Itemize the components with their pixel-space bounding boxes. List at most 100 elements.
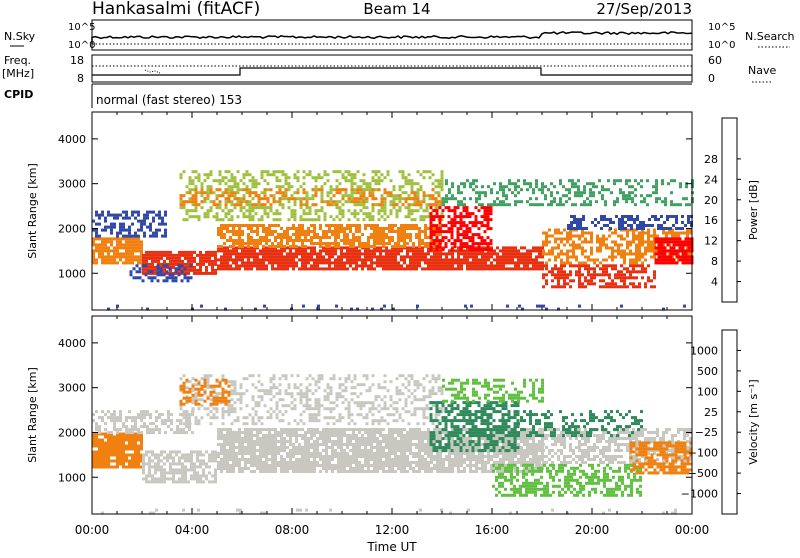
- velocity-cell: [143, 416, 146, 419]
- power-cell: [259, 264, 262, 267]
- power-cell: [658, 255, 661, 258]
- power-cell: [397, 239, 400, 242]
- power-cell: [415, 236, 418, 239]
- velocity-cell: [107, 445, 110, 448]
- velocity-cell: [280, 443, 283, 446]
- velocity-cell: [142, 462, 145, 465]
- power-cell: [337, 264, 340, 267]
- power-cell: [432, 188, 435, 191]
- power-cell: [393, 200, 396, 203]
- power-cell: [343, 246, 346, 249]
- power-cell: [319, 249, 322, 252]
- power-cell: [647, 238, 650, 241]
- power-cell: [110, 261, 113, 264]
- velocity-cell: [157, 459, 160, 462]
- velocity-cell: [247, 431, 250, 434]
- velocity-cell: [325, 428, 328, 431]
- power-cell: [98, 237, 101, 240]
- power-cell: [523, 267, 526, 270]
- power-cell: [583, 185, 586, 188]
- power-cell: [679, 185, 682, 188]
- power-cell: [351, 185, 354, 188]
- power-cell: [292, 261, 295, 264]
- power-cell: [394, 230, 397, 233]
- power-cell: [569, 273, 572, 276]
- power-cell: [270, 173, 273, 176]
- velocity-cell: [179, 422, 182, 425]
- power-cell: [274, 255, 277, 258]
- power-cell: [496, 252, 499, 255]
- power-cell: [252, 191, 255, 194]
- power-cell: [262, 227, 265, 230]
- power-cell: [211, 260, 214, 263]
- power-cell: [394, 264, 397, 267]
- velocity-cell: [310, 443, 313, 446]
- power-cell: [409, 255, 412, 258]
- power-cell: [128, 255, 131, 258]
- power-cell: [310, 246, 313, 249]
- velocity-cell: [247, 437, 250, 440]
- power-cell: [475, 233, 478, 236]
- power-cell: [216, 179, 219, 182]
- power-cell: [163, 264, 166, 267]
- velocity-cell: [292, 434, 295, 437]
- power-cell: [366, 215, 369, 218]
- power-cell: [412, 258, 415, 261]
- power-cell: [641, 270, 644, 273]
- velocity-cell: [319, 452, 322, 455]
- velocity-cell: [238, 464, 241, 467]
- velocity-cell: [116, 457, 119, 460]
- power-cell: [538, 264, 541, 267]
- velocity-cell: [298, 458, 301, 461]
- velocity-cell: [217, 455, 220, 458]
- power-cell: [286, 233, 289, 236]
- power-cell: [487, 227, 490, 230]
- power-cell: [418, 261, 421, 264]
- velocity-cell: [352, 458, 355, 461]
- velocity-cell: [307, 443, 310, 446]
- velocity-cell: [220, 428, 223, 431]
- power-cell: [223, 227, 226, 230]
- velocity-cell: [376, 464, 379, 467]
- power-cell: [541, 203, 544, 206]
- power-cell: [376, 239, 379, 242]
- velocity-cell: [298, 434, 301, 437]
- velocity-cell: [184, 468, 187, 471]
- power-cell: [119, 258, 122, 261]
- power-cell: [277, 242, 280, 245]
- power-cell: [650, 279, 653, 282]
- power-cell: [487, 209, 490, 212]
- power-cell: [216, 203, 219, 206]
- power-cell: [580, 203, 583, 206]
- velocity-cell: [125, 457, 128, 460]
- power-cell: [240, 200, 243, 203]
- power-cell: [620, 253, 623, 256]
- power-cell: [304, 236, 307, 239]
- power-cell: [228, 179, 231, 182]
- power-cell: [664, 240, 667, 243]
- velocity-cell: [104, 466, 107, 469]
- power-cell: [566, 259, 569, 262]
- power-cell: [382, 258, 385, 261]
- velocity-cell: [283, 446, 286, 449]
- power-cell: [354, 191, 357, 194]
- power-cell: [583, 200, 586, 203]
- power-cell: [304, 233, 307, 236]
- velocity-cell: [286, 431, 289, 434]
- power-cell: [373, 252, 376, 255]
- power-cell: [496, 264, 499, 267]
- velocity-cell: [337, 464, 340, 467]
- velocity-cell: [241, 443, 244, 446]
- power-cell: [551, 273, 554, 276]
- power-cell: [685, 237, 688, 240]
- power-cell: [309, 218, 312, 221]
- power-cell: [237, 185, 240, 188]
- velocity-cell: [376, 443, 379, 446]
- power-cell: [148, 266, 151, 269]
- power-cell: [388, 258, 391, 261]
- power-cell: [463, 185, 466, 188]
- velocity-cell: [361, 452, 364, 455]
- power-cell: [575, 247, 578, 250]
- velocity-cell: [253, 446, 256, 449]
- power-cell: [107, 258, 110, 261]
